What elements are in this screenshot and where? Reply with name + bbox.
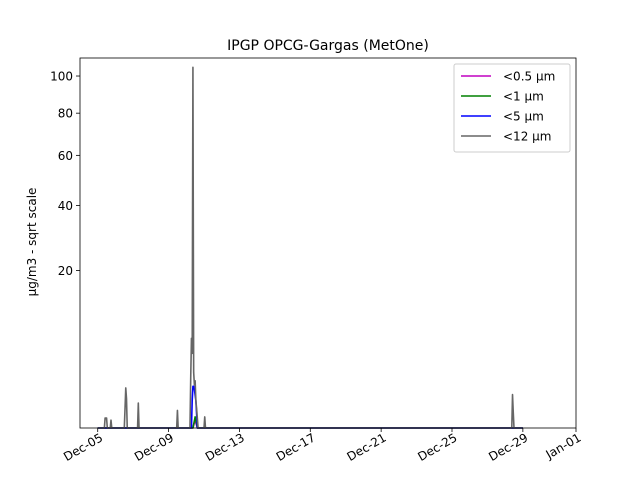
y-tick-label-3: 80 xyxy=(58,107,73,121)
x-tick-label-2: Dec-13 xyxy=(203,430,247,464)
x-tick-label-6: Dec-29 xyxy=(486,430,530,464)
legend-box xyxy=(453,63,571,153)
legend-label-0: <0.5 µm xyxy=(503,70,555,84)
legend-label-2: <5 µm xyxy=(503,110,544,124)
x-tick-label-4: Dec-21 xyxy=(345,430,389,464)
series-line-1 xyxy=(97,416,523,429)
y-tick-label-1: 40 xyxy=(58,199,73,213)
chart-title: IPGP OPCG-Gargas (MetOne) xyxy=(227,38,429,54)
x-tick-label-0: Dec-05 xyxy=(61,430,105,464)
y-tick-label-2: 60 xyxy=(58,149,73,163)
series-line-0 xyxy=(97,419,523,429)
x-tick-label-3: Dec-17 xyxy=(274,430,318,464)
y-axis-label: µg/m3 - sqrt scale xyxy=(25,188,39,297)
y-tick-label-4: 100 xyxy=(50,70,73,84)
plot-area-frame xyxy=(79,57,577,429)
legend-label-1: <1 µm xyxy=(503,90,544,104)
legend: <0.5 µm <1 µm <5 µm <12 µm xyxy=(453,63,571,153)
y-axis: 20 40 60 80 100 xyxy=(50,70,80,278)
x-tick-label-5: Dec-25 xyxy=(415,430,459,464)
x-tick-label-7: Jan-01 xyxy=(543,430,584,462)
x-axis: Dec-05 Dec-09 Dec-13 Dec-17 Dec-21 Dec-25 Dec-… xyxy=(61,428,584,464)
series-line-2 xyxy=(97,385,523,429)
legend-label-3: <12 µm xyxy=(503,130,551,144)
x-tick-label-1: Dec-09 xyxy=(132,430,176,464)
y-tick-label-0: 20 xyxy=(58,264,73,278)
